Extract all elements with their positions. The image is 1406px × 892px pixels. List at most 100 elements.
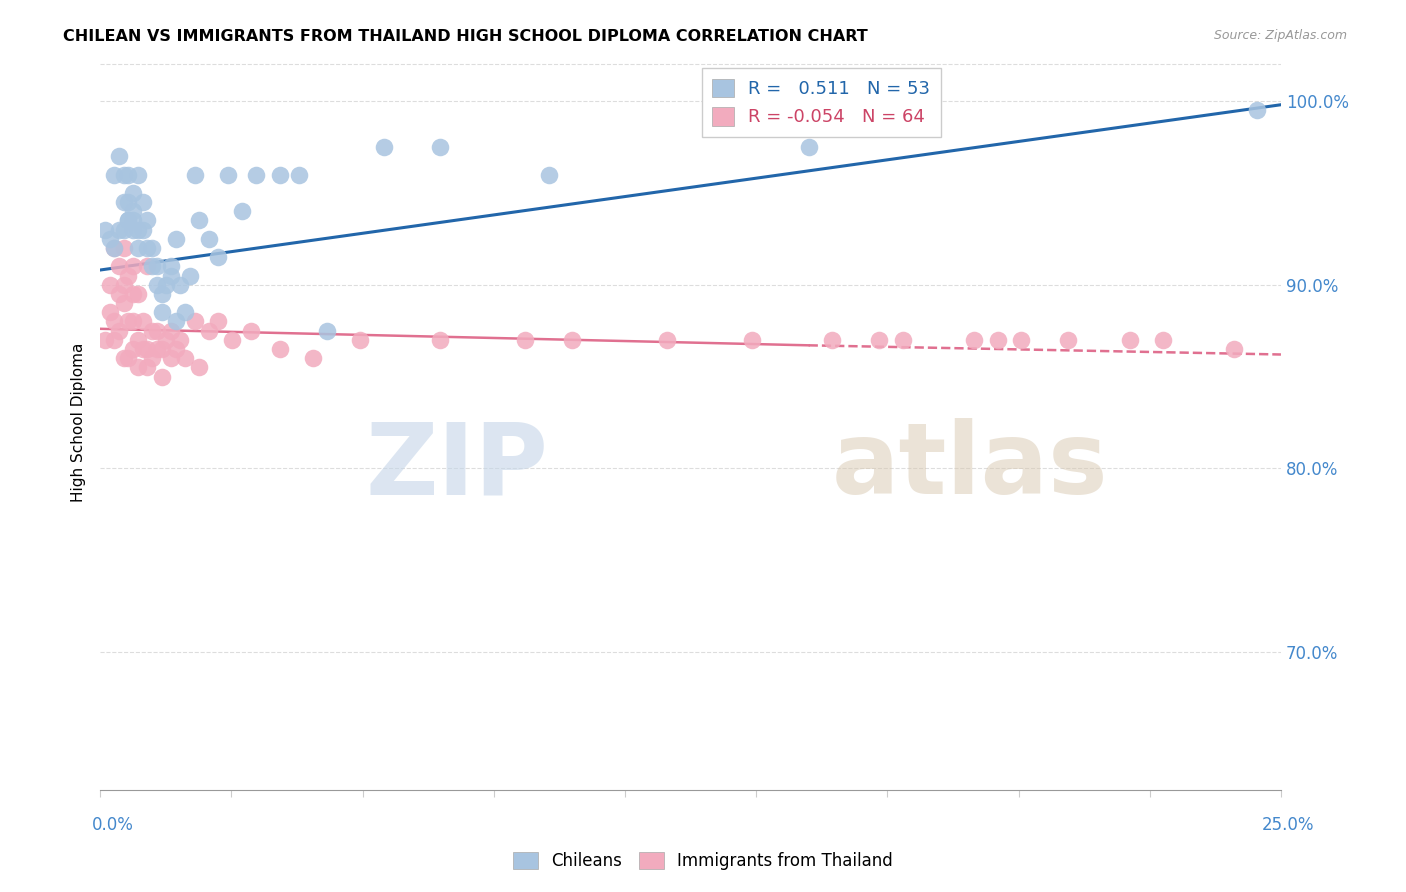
Point — [117, 168, 139, 182]
Point — [987, 333, 1010, 347]
Legend: R =   0.511   N = 53, R = -0.054   N = 64: R = 0.511 N = 53, R = -0.054 N = 64 — [702, 68, 941, 137]
Point — [108, 222, 131, 236]
Point — [146, 342, 169, 356]
Point — [169, 333, 191, 347]
Point — [1119, 333, 1142, 347]
Point — [136, 260, 159, 274]
Point — [112, 351, 135, 366]
Point — [891, 333, 914, 347]
Point — [127, 333, 149, 347]
Point — [269, 342, 291, 356]
Point — [150, 369, 173, 384]
Legend: Chileans, Immigrants from Thailand: Chileans, Immigrants from Thailand — [506, 845, 900, 877]
Point — [287, 168, 309, 182]
Point — [429, 333, 451, 347]
Point — [127, 168, 149, 182]
Point — [112, 168, 135, 182]
Point — [146, 324, 169, 338]
Point — [207, 250, 229, 264]
Point — [117, 213, 139, 227]
Point — [98, 232, 121, 246]
Text: 0.0%: 0.0% — [91, 816, 134, 834]
Point — [94, 222, 117, 236]
Point — [197, 232, 219, 246]
Point — [160, 260, 183, 274]
Point — [103, 314, 125, 328]
Point — [1152, 333, 1174, 347]
Point — [122, 260, 145, 274]
Point — [141, 260, 163, 274]
Text: ZIP: ZIP — [366, 418, 548, 515]
Point — [537, 168, 560, 182]
Point — [131, 195, 153, 210]
Point — [221, 333, 243, 347]
Point — [655, 333, 678, 347]
Point — [240, 324, 263, 338]
Point — [217, 168, 239, 182]
Point — [117, 314, 139, 328]
Point — [141, 351, 163, 366]
Point — [98, 305, 121, 319]
Point — [169, 277, 191, 292]
Point — [429, 140, 451, 154]
Point — [515, 333, 537, 347]
Point — [98, 277, 121, 292]
Point — [112, 195, 135, 210]
Point — [117, 351, 139, 366]
Point — [797, 140, 820, 154]
Point — [122, 222, 145, 236]
Point — [1246, 103, 1268, 118]
Point — [179, 268, 201, 283]
Point — [122, 213, 145, 227]
Point — [103, 168, 125, 182]
Y-axis label: High School Diploma: High School Diploma — [72, 343, 86, 502]
Point — [315, 324, 337, 338]
Point — [174, 351, 197, 366]
Point — [136, 241, 159, 255]
Point — [136, 360, 159, 375]
Point — [112, 296, 135, 310]
Point — [103, 241, 125, 255]
Point — [131, 342, 153, 356]
Point — [869, 333, 891, 347]
Point — [112, 222, 135, 236]
Point — [1057, 333, 1080, 347]
Point — [207, 314, 229, 328]
Point — [561, 333, 583, 347]
Point — [821, 333, 844, 347]
Point — [127, 222, 149, 236]
Point — [245, 168, 267, 182]
Point — [741, 333, 763, 347]
Point — [160, 268, 183, 283]
Point — [131, 314, 153, 328]
Point — [108, 286, 131, 301]
Point — [963, 333, 986, 347]
Point — [122, 286, 145, 301]
Point — [127, 360, 149, 375]
Point — [301, 351, 323, 366]
Point — [349, 333, 371, 347]
Point — [136, 342, 159, 356]
Point — [141, 241, 163, 255]
Text: CHILEAN VS IMMIGRANTS FROM THAILAND HIGH SCHOOL DIPLOMA CORRELATION CHART: CHILEAN VS IMMIGRANTS FROM THAILAND HIGH… — [63, 29, 868, 44]
Point — [188, 360, 211, 375]
Point — [108, 260, 131, 274]
Point — [165, 314, 187, 328]
Point — [146, 260, 169, 274]
Point — [108, 149, 131, 163]
Point — [155, 277, 177, 292]
Point — [150, 286, 173, 301]
Point — [108, 324, 131, 338]
Point — [131, 222, 153, 236]
Point — [146, 277, 169, 292]
Point — [160, 351, 183, 366]
Point — [103, 241, 125, 255]
Point — [174, 305, 197, 319]
Point — [122, 314, 145, 328]
Point — [1010, 333, 1032, 347]
Point — [197, 324, 219, 338]
Point — [103, 333, 125, 347]
Text: Source: ZipAtlas.com: Source: ZipAtlas.com — [1213, 29, 1347, 42]
Point — [136, 213, 159, 227]
Point — [127, 286, 149, 301]
